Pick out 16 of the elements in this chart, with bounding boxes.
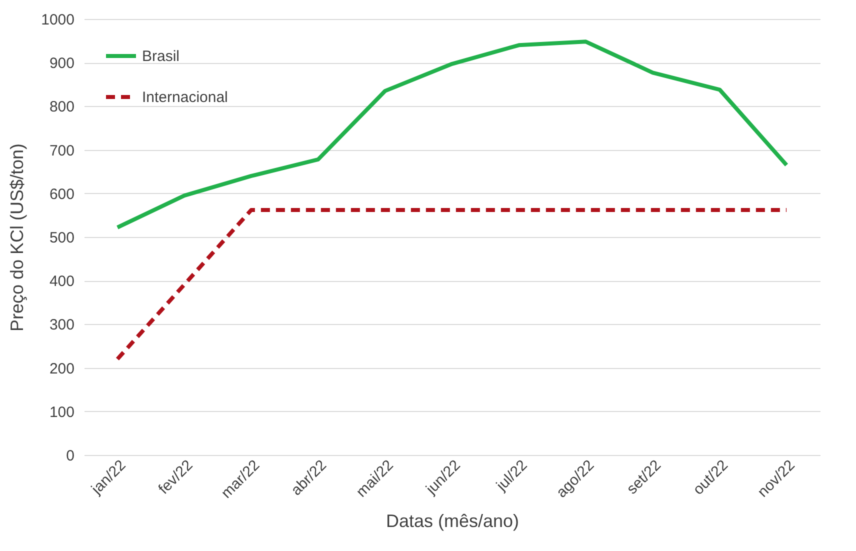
y-tick-label: 800 — [49, 98, 74, 116]
y-tick-label: 100 — [49, 404, 74, 421]
y-tick-label: 200 — [49, 360, 74, 378]
y-tick-label: 400 — [49, 273, 74, 290]
y-axis-title: Preço do KCl (US$/ton) — [7, 143, 28, 332]
legend-label: Brasil — [142, 48, 180, 65]
y-tick-label: 300 — [49, 316, 74, 334]
y-tick-label: 900 — [49, 55, 74, 72]
y-tick-label: 600 — [49, 186, 74, 203]
x-axis-title: Datas (mês/ano) — [386, 511, 520, 532]
y-tick-label: 1000 — [41, 12, 74, 28]
legend-label: Internacional — [142, 89, 228, 106]
y-tick-label: 700 — [49, 142, 74, 160]
line-series — [115, 40, 789, 230]
y-tick-label: 500 — [49, 230, 74, 246]
y-tick-label: 0 — [66, 448, 74, 464]
